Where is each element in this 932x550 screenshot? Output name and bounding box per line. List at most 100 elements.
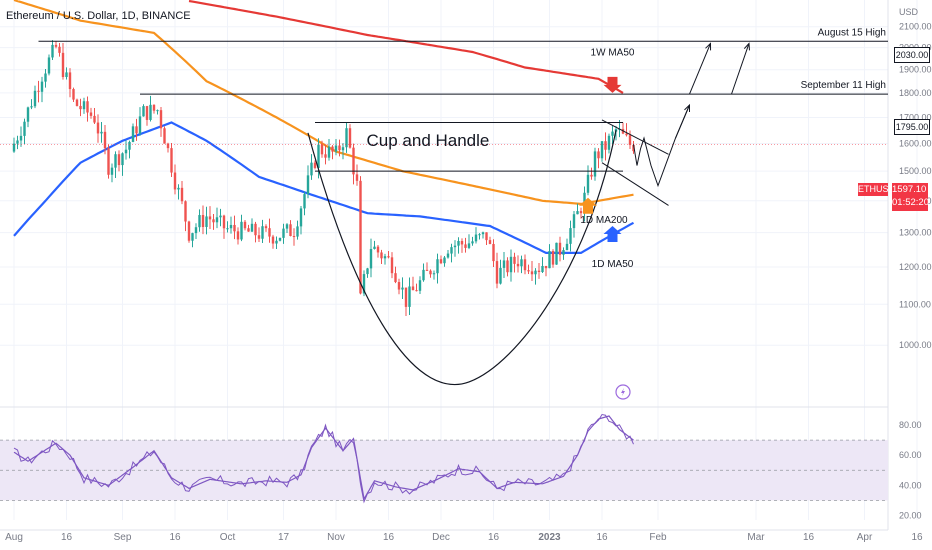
- candle-body: [611, 131, 614, 136]
- candle-body: [408, 286, 411, 307]
- candle-body: [299, 208, 303, 227]
- level-badge-september: 1795.00: [894, 119, 930, 135]
- candle-body: [313, 162, 317, 168]
- level-label: August 15 High: [818, 27, 886, 38]
- candle-body: [163, 128, 166, 144]
- candle-body: [338, 145, 341, 151]
- candle-body: [432, 273, 436, 275]
- pattern-label: Cup and Handle: [367, 131, 490, 150]
- candle-body: [177, 187, 180, 190]
- candle-body: [257, 235, 261, 239]
- x-tick-label: 17: [278, 532, 290, 543]
- candle-body: [551, 251, 555, 265]
- moving-averages: [13, 0, 635, 254]
- candle-body: [558, 242, 562, 255]
- candle-body: [275, 240, 278, 244]
- candle-body: [68, 72, 72, 90]
- y-tick-label: 2100.00: [899, 22, 932, 32]
- candle-body: [411, 286, 415, 291]
- target-arrow-head: [743, 42, 750, 51]
- candle-body: [198, 215, 201, 228]
- annotation-labels: August 15 High September 11 High Cup and H…: [367, 27, 886, 400]
- candle-body: [383, 256, 387, 259]
- candle-body: [590, 174, 593, 177]
- candle-body: [103, 131, 107, 149]
- candle-body: [170, 148, 173, 173]
- candle-body: [422, 269, 425, 281]
- candle-body: [366, 268, 369, 275]
- candle-body: [124, 149, 128, 154]
- candle-body: [166, 143, 170, 149]
- candle-body: [142, 106, 145, 117]
- candle-body: [565, 243, 569, 251]
- ma200-line: [13, 0, 634, 206]
- candle-body: [499, 267, 502, 284]
- candle-body: [327, 146, 331, 158]
- y-tick-label: 1300.00: [899, 228, 932, 238]
- symbol-badge: ETHUSD: [858, 183, 896, 196]
- candle-body: [373, 246, 376, 249]
- rsi-tick-label: 80.00: [899, 420, 922, 430]
- x-tick-label: Apr: [857, 532, 873, 543]
- x-tick-label: Oct: [220, 532, 236, 543]
- candle-body: [152, 104, 156, 111]
- x-tick-label: 2023: [538, 532, 561, 543]
- candle-body: [240, 221, 243, 240]
- x-tick-label: 16: [488, 532, 500, 543]
- candle-body: [534, 270, 537, 275]
- candle-body: [376, 246, 380, 253]
- candle-body: [110, 167, 114, 175]
- candle-body: [285, 224, 289, 229]
- candle-body: [572, 214, 576, 229]
- candle-body: [135, 126, 138, 134]
- candle-body: [404, 287, 408, 307]
- wma50-label: 1W MA50: [591, 47, 635, 58]
- candle-body: [548, 251, 551, 269]
- candle-body: [453, 245, 457, 248]
- candle-body: [415, 290, 418, 292]
- x-tick-label: Nov: [327, 532, 345, 543]
- rsi-tick-label: 40.00: [899, 480, 922, 490]
- candle-body: [278, 237, 282, 241]
- candle-body: [271, 236, 275, 244]
- candle-body: [345, 128, 348, 148]
- projection-arrow: [675, 104, 690, 139]
- candle-body: [37, 90, 40, 92]
- candle-body: [607, 135, 611, 150]
- candle-body: [247, 228, 250, 232]
- candle-body: [579, 211, 583, 214]
- y-tick-label: 1900.00: [899, 65, 932, 75]
- candle-body: [481, 232, 485, 235]
- candle-body: [380, 252, 383, 259]
- x-tick-label: 16: [383, 532, 395, 543]
- candle-body: [89, 112, 93, 116]
- candle-body: [114, 154, 117, 168]
- candle-body: [79, 105, 82, 110]
- candle-body: [233, 224, 236, 232]
- candle-body: [495, 261, 499, 284]
- candle-body: [527, 270, 530, 272]
- candle-body: [467, 243, 471, 248]
- candle-body: [450, 247, 453, 254]
- x-tick-label: Sep: [114, 532, 132, 543]
- candle-body: [324, 154, 327, 158]
- candle-body: [19, 135, 23, 141]
- candle-body: [604, 141, 607, 150]
- candle-body: [544, 265, 548, 269]
- candle-body: [443, 257, 446, 264]
- candle-body: [58, 46, 61, 53]
- last-price-badge: 1597.10 01:52:20: [892, 183, 929, 211]
- candle-body: [628, 135, 632, 145]
- y-tick-label: 1100.00: [899, 299, 931, 309]
- candle-body: [149, 104, 152, 120]
- candle-body: [282, 228, 285, 238]
- candle-body: [359, 180, 362, 294]
- candle-body: [243, 221, 247, 229]
- candle-body: [236, 231, 240, 240]
- candle-body: [625, 133, 628, 136]
- candle-body: [369, 248, 373, 269]
- candle-body: [75, 99, 79, 106]
- lightning-bolt: [621, 388, 625, 396]
- candle-body: [597, 151, 600, 159]
